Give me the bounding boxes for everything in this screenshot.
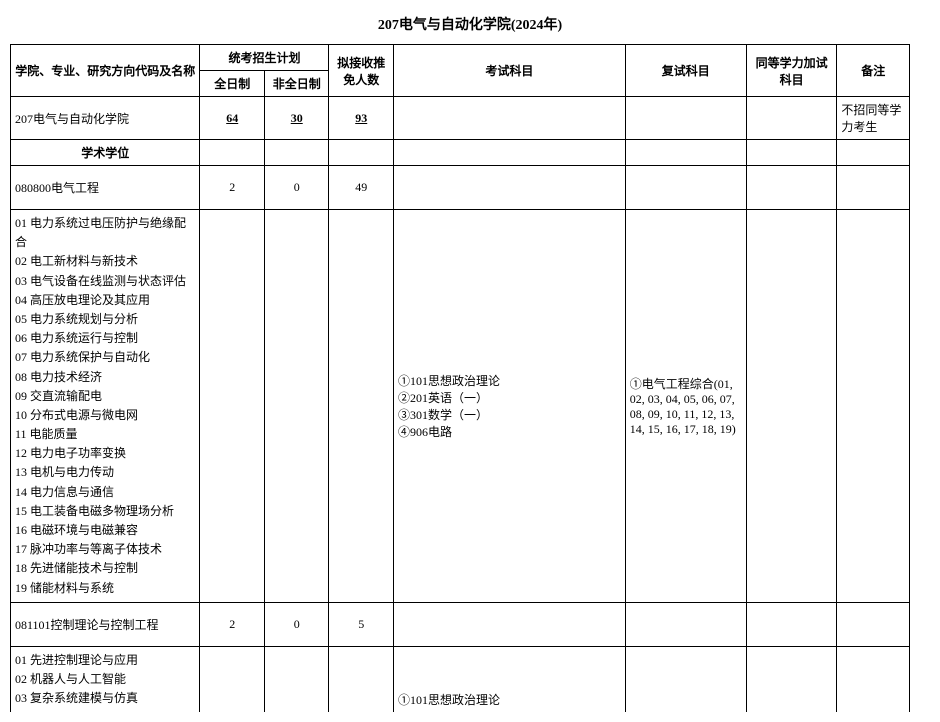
cell-empty [746, 140, 837, 166]
cell-major1-name: 080800电气工程 [11, 166, 200, 210]
cell-empty [393, 140, 625, 166]
cell-empty [746, 210, 837, 603]
cell-empty [264, 140, 329, 166]
cell-empty [837, 210, 910, 603]
cell-major2-nft: 0 [264, 602, 329, 646]
cell-empty [625, 166, 746, 210]
th-name: 学院、专业、研究方向代码及名称 [11, 45, 200, 97]
cell-empty [837, 602, 910, 646]
th-note: 备注 [837, 45, 910, 97]
table-row: 01 先进控制理论与应用 02 机器人与人工智能 03 复杂系统建模与仿真 ①1… [11, 646, 910, 712]
cell-degree-header: 学术学位 [11, 140, 200, 166]
cell-dirs2: 01 先进控制理论与应用 02 机器人与人工智能 03 复杂系统建模与仿真 [11, 646, 200, 712]
cell-major2-ft: 2 [200, 602, 265, 646]
cell-empty [264, 646, 329, 712]
cell-major2-name: 081101控制理论与控制工程 [11, 602, 200, 646]
cell-retest1: ①电气工程综合(01, 02, 03, 04, 05, 06, 07, 08, … [625, 210, 746, 603]
cell-empty [200, 210, 265, 603]
cell-empty [625, 140, 746, 166]
cell-empty [746, 602, 837, 646]
cell-major1-nft: 0 [264, 166, 329, 210]
table-row: 081101控制理论与控制工程 2 0 5 [11, 602, 910, 646]
th-equiv: 同等学力加试科目 [746, 45, 837, 97]
cell-empty [329, 210, 394, 603]
cell-empty [625, 646, 746, 712]
cell-empty [746, 646, 837, 712]
cell-empty [837, 646, 910, 712]
cell-empty [393, 166, 625, 210]
cell-school-note: 不招同等学力考生 [837, 97, 910, 140]
cell-empty [746, 166, 837, 210]
th-nonfulltime: 非全日制 [264, 71, 329, 97]
page-title: 207电气与自动化学院(2024年) [10, 14, 930, 34]
cell-empty [625, 602, 746, 646]
cell-empty [746, 97, 837, 140]
cell-exam1: ①101思想政治理论 ②201英语（一） ③301数学（一） ④906电路 [393, 210, 625, 603]
cell-school-name: 207电气与自动化学院 [11, 97, 200, 140]
cell-empty [200, 646, 265, 712]
cell-empty [625, 97, 746, 140]
cell-exam2: ①101思想政治理论 [393, 646, 625, 712]
th-exempt: 拟接收推免人数 [329, 45, 394, 97]
cell-empty [329, 140, 394, 166]
table-row: 01 电力系统过电压防护与绝缘配合 02 电工新材料与新技术 03 电气设备在线… [11, 210, 910, 603]
cell-major1-exempt: 49 [329, 166, 394, 210]
th-plan: 统考招生计划 [200, 45, 329, 71]
cell-school-exempt: 93 [329, 97, 394, 140]
th-exam: 考试科目 [393, 45, 625, 97]
th-fulltime: 全日制 [200, 71, 265, 97]
cell-dirs1: 01 电力系统过电压防护与绝缘配合 02 电工新材料与新技术 03 电气设备在线… [11, 210, 200, 603]
cell-major2-exempt: 5 [329, 602, 394, 646]
cell-empty [393, 602, 625, 646]
table-row: 207电气与自动化学院 64 30 93 不招同等学力考生 [11, 97, 910, 140]
th-retest: 复试科目 [625, 45, 746, 97]
table-row: 学术学位 [11, 140, 910, 166]
plan-table: 学院、专业、研究方向代码及名称 统考招生计划 拟接收推免人数 考试科目 复试科目… [10, 44, 910, 712]
cell-empty [200, 140, 265, 166]
cell-major1-ft: 2 [200, 166, 265, 210]
cell-empty [837, 140, 910, 166]
cell-school-nft: 30 [264, 97, 329, 140]
cell-empty [837, 166, 910, 210]
table-row: 080800电气工程 2 0 49 [11, 166, 910, 210]
cell-empty [329, 646, 394, 712]
cell-school-ft: 64 [200, 97, 265, 140]
cell-empty [393, 97, 625, 140]
cell-empty [264, 210, 329, 603]
